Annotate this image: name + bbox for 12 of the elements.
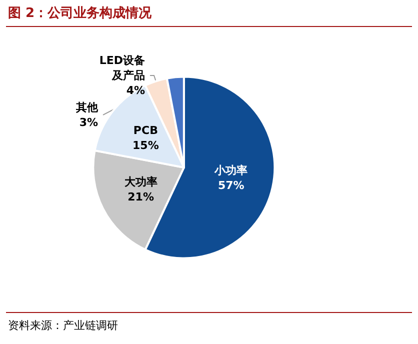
chart-title: 图 2：公司业务构成情况 [8, 5, 152, 22]
slice-label: 小功率 [214, 164, 248, 178]
slice-label: 大功率 [124, 175, 158, 188]
data-label: 21% [128, 190, 154, 204]
data-label: 3% [79, 116, 98, 129]
text: 资料来源：产业链调研 [8, 318, 118, 333]
slice-label: PCB [133, 124, 158, 137]
data-label: 4% [126, 84, 146, 97]
data-label: 15% [132, 138, 159, 152]
slice-label: LED设备及产品 [99, 54, 146, 82]
slice-label: 其他 [75, 100, 100, 114]
data-label: 57% [218, 179, 244, 192]
